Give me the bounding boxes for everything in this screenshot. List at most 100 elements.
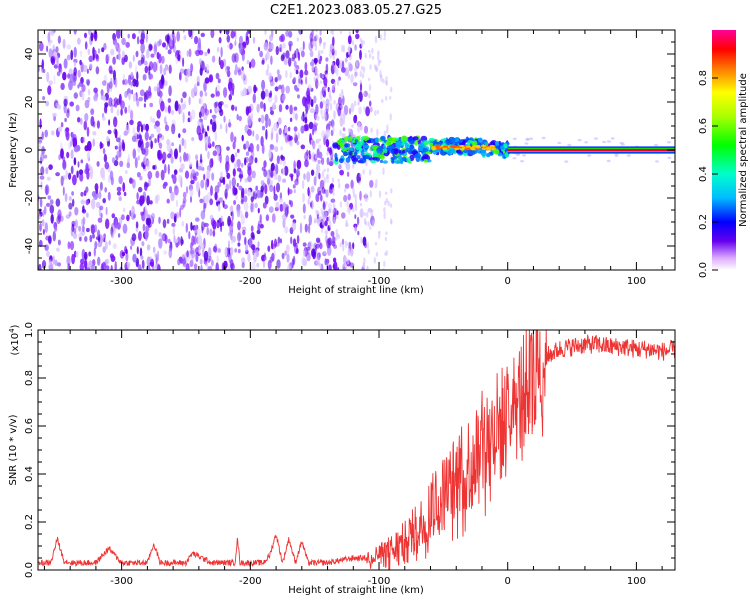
heatmap-cell [38,136,43,143]
heatmap-cell [162,159,165,164]
heatmap-cell [359,173,362,178]
heatmap-cell [118,196,122,202]
heatmap-cell [143,103,146,108]
heatmap-cell [175,238,179,243]
heatmap-cell [110,105,114,114]
heatmap-cell [369,179,374,188]
heatmap-cell [274,146,279,153]
heatmap-cell [181,254,185,260]
heatmap-cell [275,201,280,209]
heatmap-cell [156,83,160,93]
heatmap-cell [170,211,175,220]
heatmap-cell [111,233,114,239]
heatmap-cell [197,37,201,49]
heatmap-cell [260,114,265,124]
heatmap-cell [363,154,371,159]
x-tick-label: -100 [368,576,391,587]
heatmap-cell [270,132,274,141]
heatmap-cell [190,63,194,73]
heatmap-cell [41,219,45,227]
heatmap-cell [127,33,130,39]
heatmap-cell [219,171,223,181]
heatmap-cell [459,144,465,148]
heatmap-cell [102,80,107,86]
heatmap-cell [372,156,378,161]
heatmap-cell [62,160,67,169]
heatmap-cell [316,163,319,172]
heatmap-cell [47,85,52,96]
heatmap-cell [315,193,320,203]
heatmap-cell [104,187,107,193]
heatmap-cell [129,119,134,126]
heatmap-cell [154,253,158,258]
heatmap-cell [112,99,115,106]
heatmap-cell [310,139,315,145]
heatmap-cell [136,172,141,178]
heatmap-cell [145,125,149,133]
heatmap-cell [331,177,335,184]
heatmap-cell [213,102,218,109]
heatmap-cell [303,250,306,257]
heatmap-cell [236,158,241,168]
heatmap-cell [232,141,236,150]
heatmap-cell [250,196,254,203]
heatmap-cell [171,123,176,135]
heatmap-cell [331,85,335,91]
heatmap-cell [296,37,299,42]
heatmap-cell [286,253,290,263]
heatmap-cell [402,149,406,154]
heatmap-cell [359,70,362,78]
heatmap-cell [315,66,318,74]
heatmap-cell [65,214,71,219]
heatmap-cell [81,90,85,101]
heatmap-cell [302,40,305,51]
heatmap-cell [230,259,234,270]
heatmap-cell [377,52,380,61]
heatmap-cell [73,92,79,99]
heatmap-cell [594,137,598,140]
heatmap-cell [333,261,338,270]
heatmap-cell [264,30,267,36]
heatmap-cell [127,153,131,163]
heatmap-cell [228,43,234,49]
svg-text:(x104): (x104) [8,324,21,355]
heatmap-cell [371,47,374,54]
bottom-plot-frame [37,329,676,571]
heatmap-cell [377,50,380,55]
heatmap-cell [46,250,51,258]
heatmap-cell [493,148,500,155]
heatmap-cell [281,84,285,95]
heatmap-cell [49,204,55,214]
heatmap-cell [206,169,211,180]
y-tick-label: 40 [24,48,35,61]
heatmap-cell [278,128,282,135]
heatmap-cell [79,236,82,242]
heatmap-cell [257,207,260,214]
heatmap-cell [100,167,105,179]
heatmap-cell [270,55,273,65]
heatmap-cell [325,189,329,198]
heatmap-cell [247,129,252,136]
heatmap-cell [262,202,267,209]
heatmap-cell [247,85,253,93]
heatmap-cell [337,106,342,117]
heatmap-cell [140,32,145,42]
heatmap-cell [310,185,315,193]
heatmap-cell [108,81,113,89]
heatmap-cell [347,248,351,256]
heatmap-cell [274,77,278,83]
heatmap-cell [408,138,415,145]
heatmap-cell [342,110,345,118]
heatmap-cell [69,240,75,251]
heatmap-cell [383,148,388,154]
heatmap-cell [254,87,258,92]
heatmap-cell [146,195,150,206]
heatmap-cell [317,115,320,121]
heatmap-cell [238,229,242,241]
heatmap-cell [208,247,212,258]
heatmap-cell [99,181,103,191]
x-tick-label: 0 [505,576,511,587]
heatmap-cell [290,236,293,245]
heatmap-cell [120,108,123,116]
